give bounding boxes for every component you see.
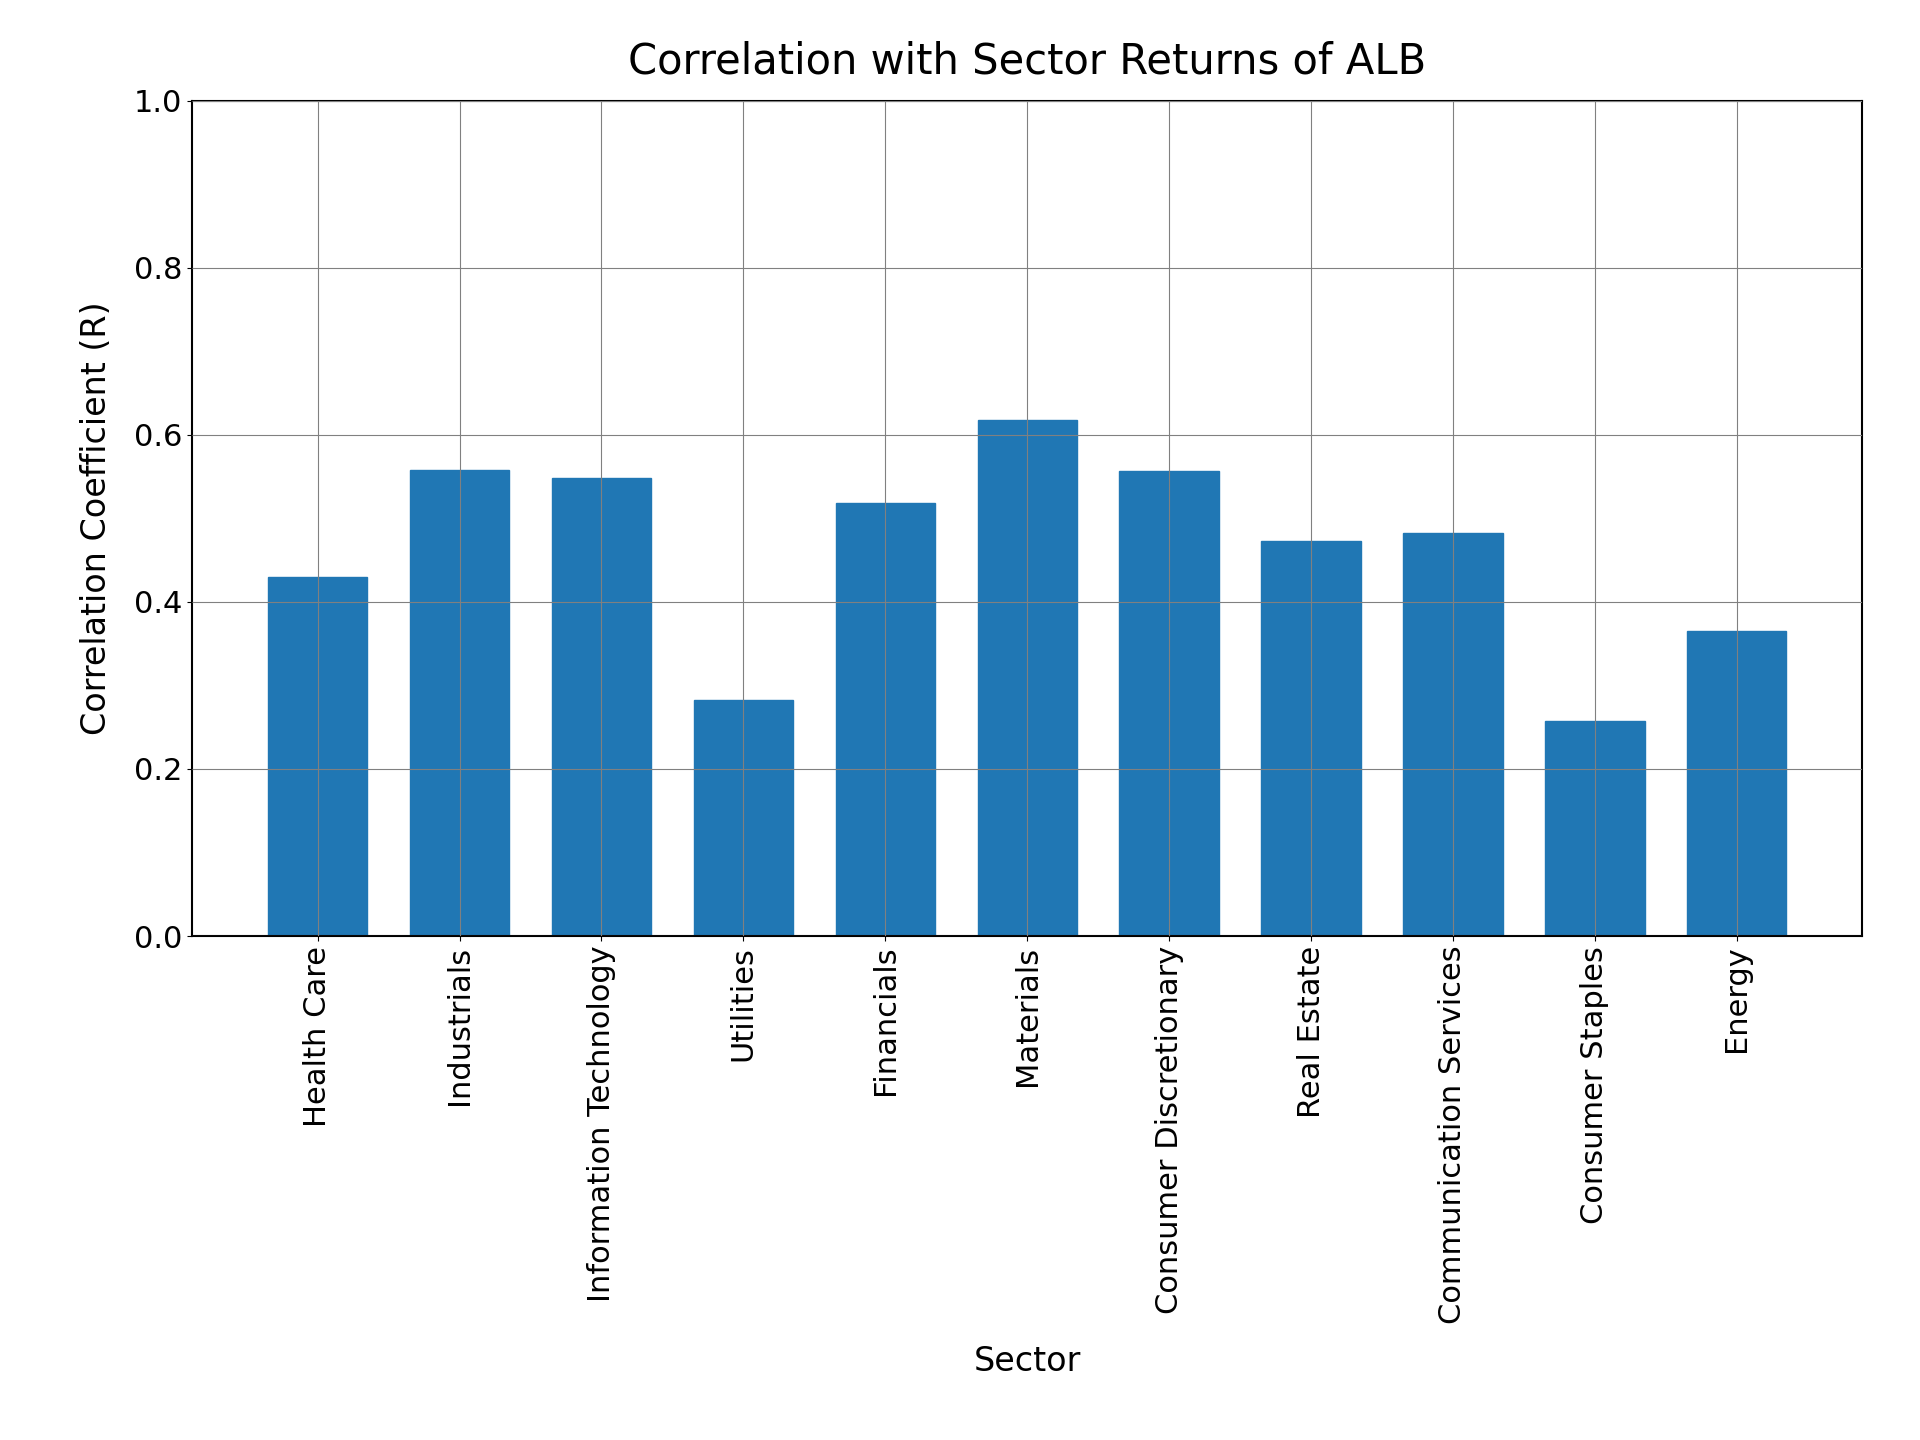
Bar [1404,533,1503,936]
Bar [1688,631,1786,936]
Bar [409,469,509,936]
Y-axis label: Correlation Coefficient (R): Correlation Coefficient (R) [81,301,113,736]
Bar [1261,541,1361,936]
Bar [977,420,1077,936]
Bar [1119,471,1219,936]
X-axis label: Sector: Sector [973,1345,1081,1378]
Bar [269,577,367,936]
Title: Correlation with Sector Returns of ALB: Correlation with Sector Returns of ALB [628,40,1427,82]
Bar [693,700,793,936]
Bar [551,478,651,936]
Bar [835,504,935,936]
Bar [1546,720,1645,936]
